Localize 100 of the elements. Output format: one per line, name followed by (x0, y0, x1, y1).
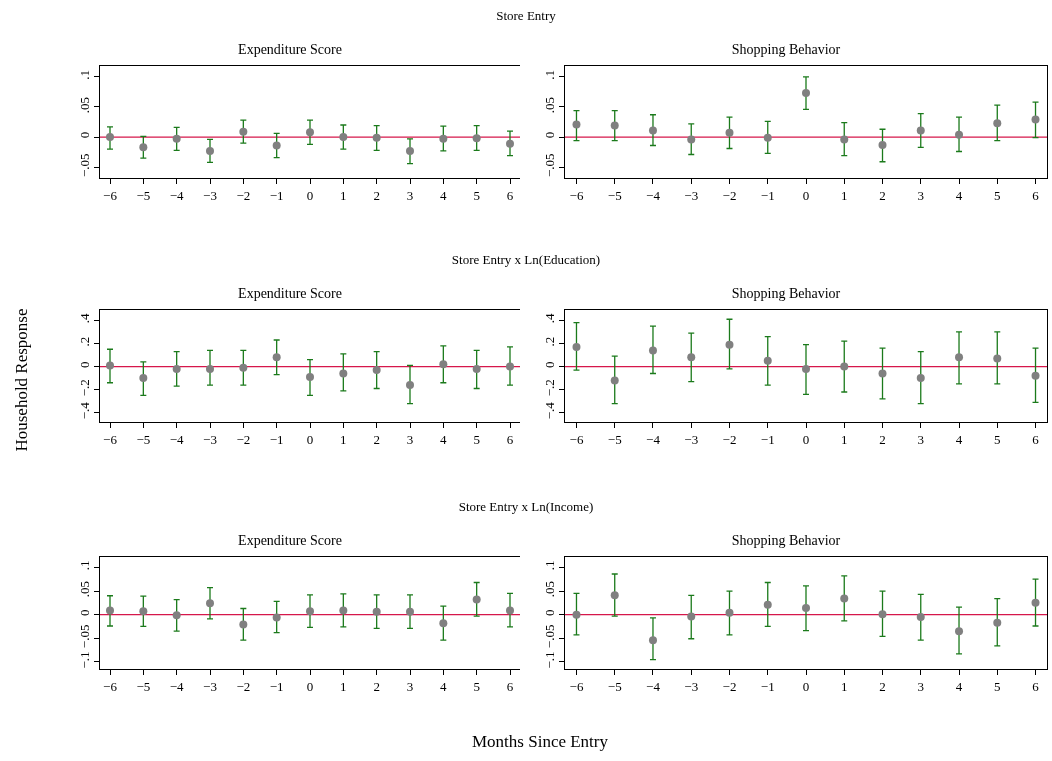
y-tick-label: −.05 (541, 624, 557, 649)
x-tick-label: 4 (440, 187, 448, 203)
y-tick-label: .05 (541, 580, 557, 598)
x-tick-label: 3 (406, 678, 414, 694)
point (687, 612, 696, 621)
x-tick-label: 3 (917, 187, 925, 203)
x-tick-label: 2 (373, 431, 380, 447)
point (272, 613, 281, 622)
x-tick-label: −6 (569, 187, 584, 203)
x-tick-label: 6 (506, 431, 514, 447)
chart-title: Shopping Behavior (731, 42, 841, 58)
point (610, 121, 619, 130)
point (916, 126, 925, 135)
point (763, 133, 772, 142)
x-tick-label: 4 (955, 678, 963, 694)
point (610, 376, 619, 385)
point (206, 599, 214, 608)
point (439, 134, 448, 143)
x-tick-label: −5 (607, 431, 622, 447)
x-tick-label: 0 (802, 431, 810, 447)
chart-title: Expenditure Score (238, 42, 342, 58)
point (687, 135, 696, 144)
x-tick-label: 6 (1032, 678, 1040, 694)
y-tick-label: −.4 (76, 401, 92, 420)
x-tick-label: 1 (841, 678, 848, 694)
y-tick-label: 0 (76, 609, 92, 616)
x-tick-label: 2 (373, 678, 380, 694)
chart-subtitle: Store Entry x Ln(Education) (450, 252, 602, 268)
x-tick-label: −5 (136, 431, 151, 447)
chart-title: Expenditure Score (238, 533, 342, 549)
point (339, 133, 348, 142)
point (139, 374, 148, 383)
x-tick-label: −5 (136, 678, 151, 694)
point (840, 594, 849, 603)
x-tick-label: 5 (473, 187, 480, 203)
x-tick-label: −3 (203, 187, 217, 203)
y-tick-label: 0 (541, 131, 557, 139)
x-tick-label: −1 (269, 678, 284, 694)
y-tick-label: .2 (76, 336, 92, 347)
point (1031, 598, 1040, 607)
point (139, 607, 148, 616)
x-tick-label: 1 (841, 431, 848, 447)
point (239, 620, 248, 629)
point (916, 374, 925, 383)
x-tick-label: 6 (506, 678, 514, 694)
y-tick-label: 0 (541, 609, 557, 616)
x-tick-label: −6 (103, 187, 118, 203)
chart-subtitle: Store Entry x Ln(Income) (457, 499, 595, 515)
chart-title: Shopping Behavior (731, 533, 841, 549)
point (306, 128, 314, 137)
y-tick-label: −.1 (76, 651, 92, 669)
point (687, 353, 696, 362)
point (993, 618, 1002, 627)
x-tick-label: 5 (473, 431, 480, 447)
y-tick-label: .05 (541, 96, 557, 114)
x-tick-label: 4 (440, 431, 448, 447)
y-tick-label: 0 (76, 131, 92, 139)
x-tick-label: −2 (236, 187, 251, 203)
y-tick-label: 0 (541, 361, 557, 368)
point (239, 127, 248, 136)
y-tick-label: .4 (76, 313, 92, 324)
x-tick-label: 6 (1032, 431, 1040, 447)
x-tick-label: 5 (994, 431, 1001, 447)
point (572, 610, 581, 619)
point (506, 606, 514, 615)
x-tick-label: −5 (607, 187, 622, 203)
x-tick-label: −5 (607, 678, 622, 694)
y-tick-label: −.4 (541, 401, 557, 420)
x-tick-label: 2 (373, 187, 380, 203)
y-axis-title: Household Response (12, 308, 32, 452)
point (725, 340, 734, 349)
x-tick-label: −3 (684, 431, 699, 447)
y-tick-label: .1 (76, 70, 92, 80)
x-tick-label: −6 (569, 678, 584, 694)
point (878, 610, 887, 619)
point (955, 627, 964, 636)
y-tick-label: −.2 (76, 379, 92, 397)
point (472, 134, 481, 143)
point (648, 126, 657, 135)
x-tick-label: 5 (994, 187, 1001, 203)
point (306, 372, 314, 381)
point (239, 363, 248, 372)
y-tick-label: .1 (76, 560, 92, 571)
point (172, 611, 181, 620)
y-tick-label: .1 (541, 70, 557, 80)
x-tick-label: 5 (473, 678, 480, 694)
point (648, 636, 657, 645)
x-tick-label: 3 (917, 678, 925, 694)
point (1031, 371, 1040, 380)
x-tick-label: 0 (306, 187, 314, 203)
point (840, 135, 849, 144)
chart-title: Shopping Behavior (731, 286, 841, 302)
x-tick-label: −6 (103, 678, 118, 694)
x-tick-label: −2 (722, 431, 737, 447)
x-tick-label: −1 (760, 678, 775, 694)
point (439, 619, 448, 628)
point (106, 606, 114, 615)
point (802, 604, 810, 613)
point (955, 130, 964, 139)
x-tick-label: −3 (203, 678, 217, 694)
